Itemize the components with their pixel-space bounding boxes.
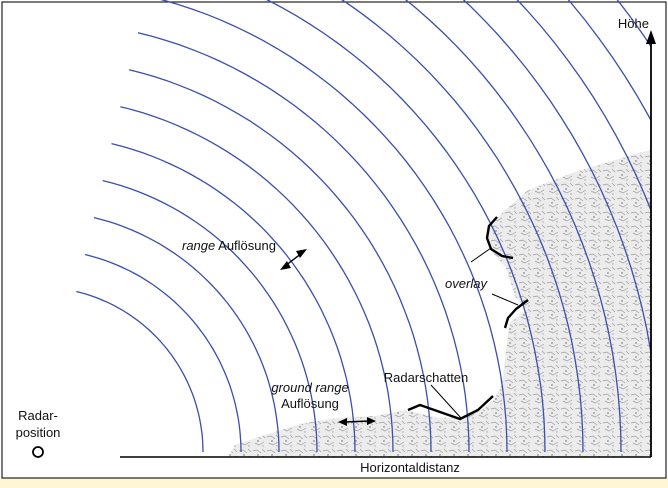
wavefront-arc	[102, 179, 318, 453]
vertical-axis-arrow-icon	[646, 30, 656, 44]
overlay-label: overlay	[445, 276, 488, 291]
radar-position-marker-icon	[32, 446, 44, 458]
range-resolution-label: range Auflösung	[182, 238, 276, 253]
radar-position-label-2: position	[16, 425, 61, 440]
wavefront-arc	[160, 0, 508, 453]
wavefront-arc	[120, 106, 394, 453]
wavefront-arc	[567, 0, 651, 122]
range-resolution-arrow-icon	[280, 249, 307, 270]
ground-range-label-1: ground range	[271, 380, 348, 395]
wavefront-arc	[76, 290, 204, 453]
overlay-leader-lower	[491, 293, 519, 306]
wavefront-arc	[462, 0, 651, 358]
terrain	[228, 150, 651, 457]
wavefront-arc	[137, 32, 470, 453]
radar-shadow-label: Radarschatten	[384, 370, 469, 385]
range-resolution-rest: Auflösung	[215, 238, 276, 253]
wavefront-group	[76, 0, 651, 453]
radar-position-label-1: Radar-	[18, 408, 58, 423]
vertical-axis-label: Höhe	[618, 16, 649, 31]
wavefront-arc	[516, 0, 651, 212]
overlay-outline-upper	[485, 216, 514, 260]
wavefront-arc	[128, 69, 432, 453]
wavefront-arc	[341, 0, 584, 453]
frame-border	[1, 1, 667, 479]
range-resolution-italic: range	[182, 238, 215, 253]
radar-shadow-leader	[430, 384, 462, 419]
horizontal-axis-label: Horizontaldistanz	[360, 460, 460, 475]
overlay-outline-lower	[503, 299, 529, 329]
radar-shadow-outline	[407, 395, 494, 421]
wavefront-arc	[111, 142, 356, 453]
ground-range-resolution-arrow-icon	[338, 417, 376, 426]
wavefront-arc	[266, 0, 546, 453]
overlay-leader-upper	[470, 247, 492, 263]
wavefront-arc	[93, 216, 280, 453]
bottom-strip	[0, 478, 668, 488]
ground-range-label-2: Auflösung	[281, 396, 339, 411]
wavefront-arc	[84, 253, 242, 453]
wavefront-arc	[405, 0, 622, 453]
